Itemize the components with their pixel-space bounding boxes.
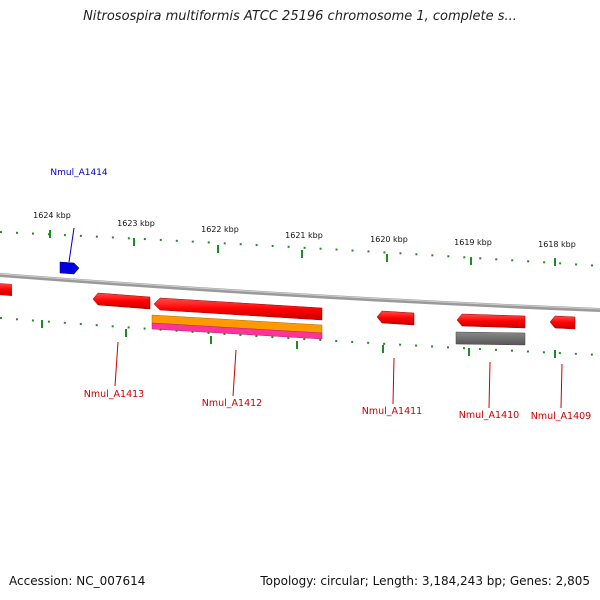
gene-leader-line-1412 [232, 349, 237, 397]
kbp-label-1621: 1621 kbp [285, 231, 323, 240]
gene-nmul-a1414[interactable] [59, 261, 80, 275]
kbp-label-1619: 1619 kbp [454, 238, 492, 247]
gene-partial-left[interactable] [0, 283, 12, 296]
gene-label-nmul-a1412[interactable]: Nmul_A1412 [202, 398, 262, 409]
gene-leader-line-1413 [114, 341, 119, 387]
gene-label-nmul-a1409[interactable]: Nmul_A1409 [531, 411, 591, 422]
gene-label-nmul-a1413[interactable]: Nmul_A1413 [84, 389, 144, 400]
gene-leader-line-1409 [560, 363, 563, 409]
gene-nmul-a1413[interactable] [92, 292, 151, 310]
gene-label-nmul-a1410[interactable]: Nmul_A1410 [459, 410, 519, 421]
kbp-label-1618: 1618 kbp [538, 240, 576, 249]
gene-leader-line-1410 [488, 361, 491, 409]
feature-gray-bar[interactable] [455, 331, 526, 346]
gene-nmul-a1409[interactable] [549, 315, 576, 330]
feature-magenta-bar[interactable] [151, 322, 323, 340]
genome-summary-text: Topology: circular; Length: 3,184,243 bp… [260, 574, 590, 588]
gene-label-nmul-a1411[interactable]: Nmul_A1411 [362, 406, 422, 417]
kbp-label-1620: 1620 kbp [370, 235, 408, 244]
outer-tick-track [0, 230, 600, 267]
gene-nmul-a1412[interactable] [153, 297, 323, 321]
gene-label-nmul-a1414[interactable]: Nmul_A1414 [50, 168, 108, 178]
kbp-label-1623: 1623 kbp [117, 219, 155, 228]
gene-leader-line-1414 [68, 227, 75, 263]
kbp-label-1622: 1622 kbp [201, 225, 239, 234]
kbp-label-1624: 1624 kbp [33, 211, 71, 220]
chromosome-backbone [0, 273, 600, 312]
accession-text: Accession: NC_007614 [9, 574, 146, 588]
map-title: Nitrosospira multiformis ATCC 25196 chro… [83, 9, 517, 24]
inner-tick-track [0, 317, 600, 358]
gene-nmul-a1410[interactable] [456, 313, 526, 329]
gene-nmul-a1411[interactable] [376, 310, 415, 326]
gene-leader-line-1411 [392, 357, 395, 405]
